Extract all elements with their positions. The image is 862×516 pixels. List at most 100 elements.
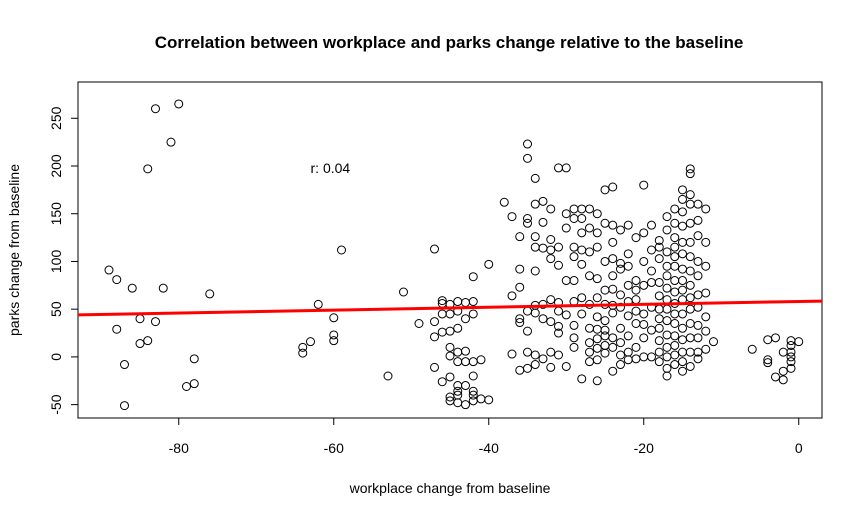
data-point [569, 276, 579, 286]
data-point [693, 290, 703, 300]
data-point [530, 232, 540, 242]
data-point [647, 277, 656, 287]
data-point [453, 398, 463, 408]
data-point [639, 319, 649, 329]
data-point [647, 245, 656, 255]
data-point [507, 291, 517, 301]
chart-title: Correlation between workplace and parks … [155, 33, 744, 52]
data-point [445, 351, 455, 361]
data-point [678, 237, 687, 247]
data-point [569, 333, 579, 343]
data-point [577, 293, 587, 303]
data-point [662, 342, 672, 352]
data-point [678, 366, 687, 376]
data-point [647, 266, 656, 276]
data-point [600, 348, 610, 358]
data-point [662, 330, 672, 340]
data-point [468, 386, 478, 396]
data-point [662, 363, 672, 373]
data-point [174, 99, 184, 109]
data-point [670, 233, 680, 243]
data-point [631, 319, 641, 328]
data-point [453, 323, 463, 333]
data-point [468, 309, 478, 319]
data-point [592, 274, 602, 284]
data-point [623, 347, 633, 357]
data-point [662, 371, 672, 381]
data-point [461, 400, 470, 410]
data-point [104, 265, 114, 275]
data-point [437, 309, 447, 319]
data-point [678, 194, 687, 204]
data-point [430, 332, 439, 342]
data-point [337, 245, 346, 255]
data-point [701, 237, 711, 247]
data-point [778, 347, 788, 357]
data-point [205, 289, 215, 299]
data-point [546, 362, 556, 372]
data-point [616, 258, 625, 268]
data-point [468, 297, 478, 307]
data-point [631, 295, 641, 305]
data-point [654, 314, 664, 324]
data-point [654, 235, 664, 245]
data-point [166, 137, 176, 147]
data-point [468, 357, 478, 367]
data-point [430, 244, 439, 254]
data-point [585, 323, 594, 333]
data-point [662, 247, 672, 257]
data-point [771, 372, 780, 382]
data-point [678, 185, 687, 195]
data-point [685, 169, 695, 179]
data-point [693, 320, 703, 330]
data-point [685, 199, 695, 209]
data-point [778, 375, 788, 385]
data-point [639, 352, 649, 362]
data-point [623, 280, 633, 290]
x-axis-label: workplace change from baseline [349, 480, 551, 496]
data-point [112, 275, 122, 285]
data-point [662, 304, 672, 314]
data-point [616, 350, 625, 360]
data-point [414, 319, 424, 328]
data-point [608, 271, 618, 281]
data-point [592, 343, 602, 353]
data-point [561, 209, 571, 219]
x-tick-label: -20 [634, 440, 654, 456]
data-point [585, 271, 594, 281]
data-point [786, 347, 796, 357]
data-point [592, 334, 602, 344]
data-point [771, 333, 780, 343]
data-point [523, 306, 532, 316]
data-point [561, 361, 571, 371]
data-point [461, 298, 470, 307]
data-point [585, 338, 594, 348]
data-point [538, 314, 548, 324]
data-point [306, 337, 315, 347]
data-point [592, 376, 602, 386]
data-point [577, 309, 587, 319]
data-point [678, 335, 687, 345]
data-point [763, 335, 773, 345]
data-point [616, 323, 625, 333]
data-point [515, 365, 525, 375]
data-point [546, 295, 556, 305]
data-point [763, 358, 773, 368]
data-point [546, 254, 556, 264]
data-point [639, 180, 649, 190]
data-point [445, 372, 455, 382]
data-point [554, 350, 563, 360]
data-point [678, 323, 687, 333]
data-point [561, 163, 571, 173]
data-point [523, 139, 532, 149]
data-point [631, 233, 641, 243]
data-point [530, 199, 540, 209]
x-axis: -80 -60 -40 -20 0 [169, 418, 803, 456]
data-point [654, 304, 664, 314]
data-point [678, 249, 687, 259]
data-point [437, 327, 447, 337]
data-point [592, 312, 602, 322]
data-point [189, 354, 199, 364]
data-point [515, 232, 525, 242]
y-tick-label: 250 [48, 106, 64, 130]
